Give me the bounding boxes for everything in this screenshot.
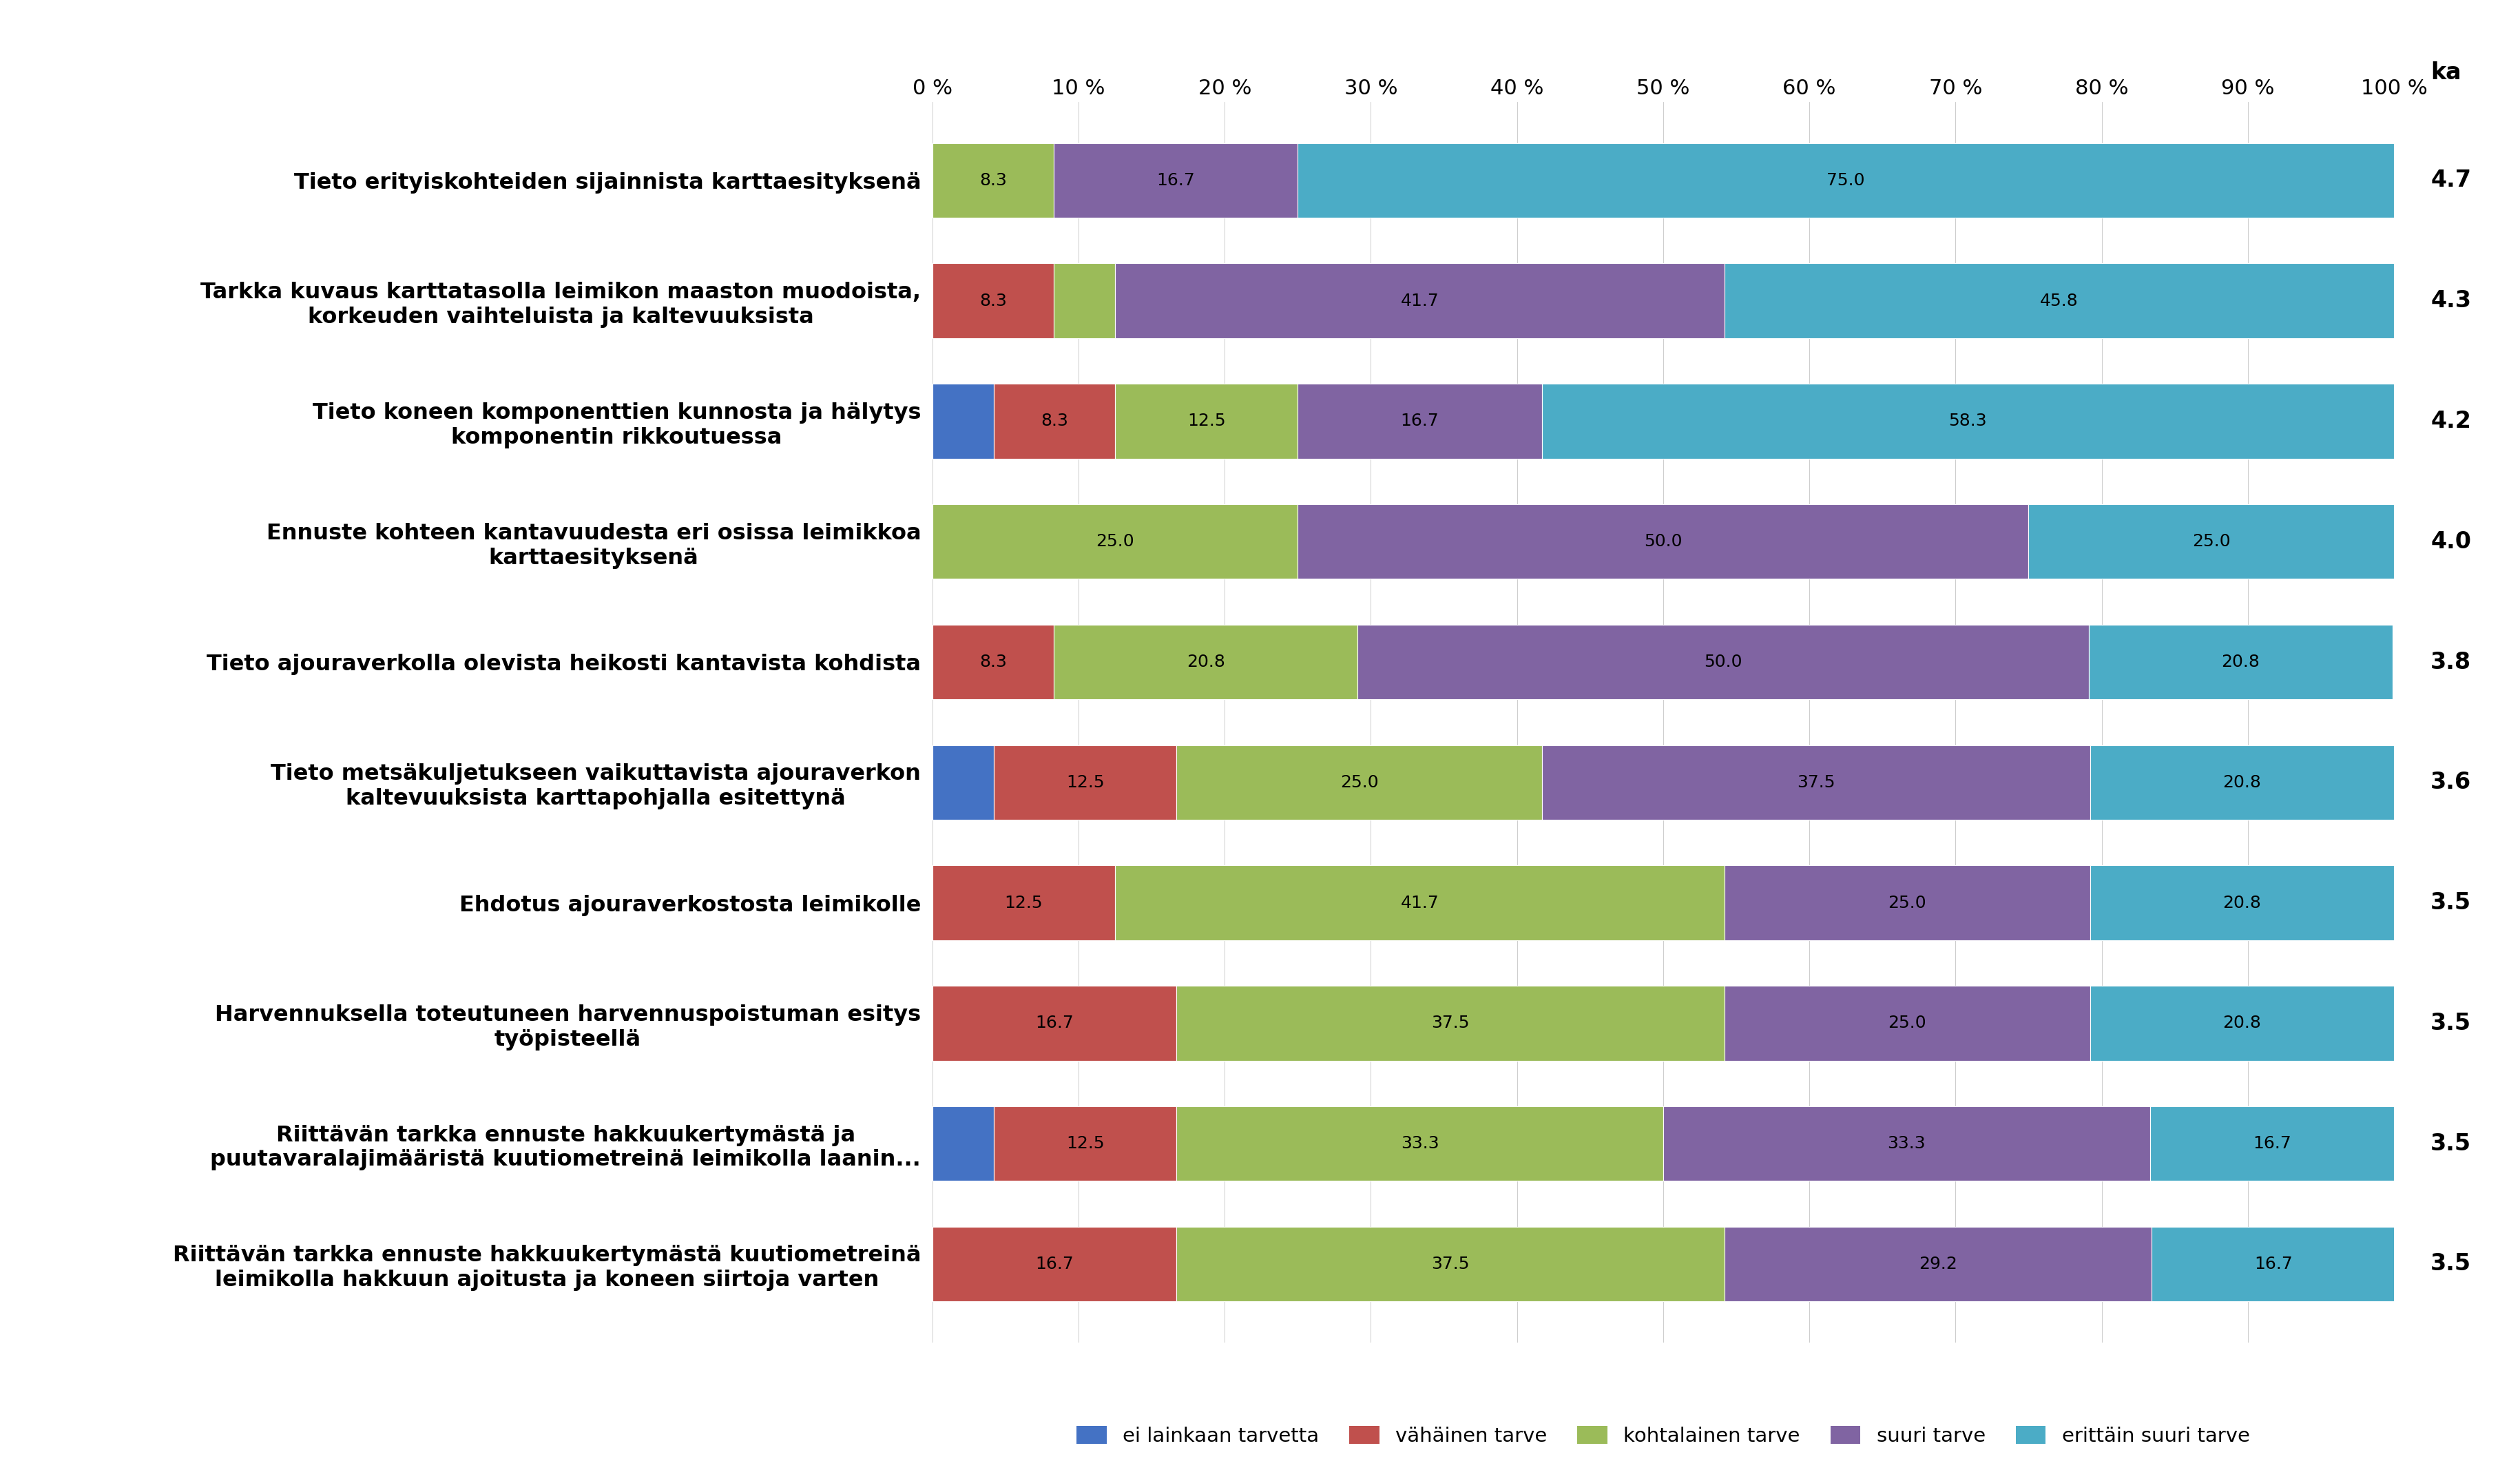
Bar bbox=[1053, 143, 1298, 217]
Bar bbox=[993, 1106, 1177, 1180]
Text: 8.3: 8.3 bbox=[1041, 413, 1068, 429]
Bar bbox=[932, 865, 1114, 940]
Bar bbox=[932, 986, 1177, 1061]
Text: 3.6: 3.6 bbox=[2429, 770, 2472, 794]
Text: 16.7: 16.7 bbox=[1401, 413, 1439, 429]
Bar bbox=[1724, 264, 2394, 338]
Bar bbox=[932, 143, 1053, 217]
Text: 58.3: 58.3 bbox=[1948, 413, 1988, 429]
Text: 12.5: 12.5 bbox=[1005, 894, 1043, 910]
Bar bbox=[993, 384, 1116, 458]
Bar bbox=[1298, 505, 2029, 579]
Text: 41.7: 41.7 bbox=[1401, 292, 1439, 309]
Text: 3.5: 3.5 bbox=[2429, 1253, 2472, 1275]
Bar bbox=[1298, 143, 2394, 217]
Text: 4.2: 4.2 bbox=[2429, 410, 2472, 432]
Bar bbox=[932, 1106, 993, 1180]
Bar bbox=[2029, 505, 2394, 579]
Text: 20.8: 20.8 bbox=[1187, 654, 1225, 670]
Text: 4.3: 4.3 bbox=[2429, 289, 2472, 312]
Bar bbox=[1053, 624, 1358, 699]
Bar bbox=[932, 264, 1053, 338]
Text: 25.0: 25.0 bbox=[2192, 534, 2230, 550]
Text: 37.5: 37.5 bbox=[1431, 1015, 1469, 1032]
Bar bbox=[1542, 746, 2089, 820]
Bar bbox=[2089, 624, 2391, 699]
Text: 20.8: 20.8 bbox=[2223, 894, 2260, 910]
Bar bbox=[1177, 1227, 1724, 1301]
Bar bbox=[1114, 865, 1724, 940]
Text: 20.8: 20.8 bbox=[2220, 654, 2260, 670]
Text: 16.7: 16.7 bbox=[1036, 1256, 1074, 1272]
Bar bbox=[1663, 1106, 2150, 1180]
Text: 25.0: 25.0 bbox=[1096, 534, 1134, 550]
Bar bbox=[1542, 384, 2394, 458]
Bar bbox=[2089, 986, 2394, 1061]
Bar bbox=[2089, 865, 2394, 940]
Bar bbox=[1358, 624, 2089, 699]
Text: 37.5: 37.5 bbox=[1431, 1256, 1469, 1272]
Text: 16.7: 16.7 bbox=[2255, 1256, 2293, 1272]
Bar bbox=[932, 505, 1298, 579]
Text: 12.5: 12.5 bbox=[1187, 413, 1225, 429]
Bar bbox=[2089, 746, 2394, 820]
Text: 41.7: 41.7 bbox=[1401, 894, 1439, 910]
Text: 3.8: 3.8 bbox=[2429, 651, 2472, 674]
Text: 37.5: 37.5 bbox=[1797, 775, 1835, 791]
Text: 12.5: 12.5 bbox=[1066, 1135, 1104, 1153]
Bar bbox=[1177, 1106, 1663, 1180]
Bar bbox=[1724, 865, 2089, 940]
Text: 16.7: 16.7 bbox=[1036, 1015, 1074, 1032]
Text: 4.7: 4.7 bbox=[2429, 169, 2472, 191]
Bar bbox=[932, 1227, 1177, 1301]
Text: 25.0: 25.0 bbox=[1887, 1015, 1925, 1032]
Bar bbox=[1724, 1227, 2152, 1301]
Text: ka: ka bbox=[2429, 61, 2462, 85]
Bar bbox=[1114, 264, 1724, 338]
Legend: ei lainkaan tarvetta, vähäinen tarve, kohtalainen tarve, suuri tarve, erittäin s: ei lainkaan tarvetta, vähäinen tarve, ko… bbox=[1066, 1417, 2260, 1456]
Bar bbox=[1177, 986, 1724, 1061]
Bar bbox=[1177, 746, 1542, 820]
Bar bbox=[1053, 264, 1114, 338]
Bar bbox=[932, 624, 1053, 699]
Text: 25.0: 25.0 bbox=[1887, 894, 1925, 910]
Text: 50.0: 50.0 bbox=[1643, 534, 1683, 550]
Text: 3.5: 3.5 bbox=[2429, 891, 2472, 915]
Text: 33.3: 33.3 bbox=[1887, 1135, 1925, 1153]
Text: 8.3: 8.3 bbox=[980, 292, 1008, 309]
Text: 25.0: 25.0 bbox=[1341, 775, 1378, 791]
Bar bbox=[2150, 1106, 2394, 1180]
Text: 20.8: 20.8 bbox=[2223, 775, 2260, 791]
Text: 12.5: 12.5 bbox=[1066, 775, 1104, 791]
Bar bbox=[1298, 384, 1542, 458]
Text: 8.3: 8.3 bbox=[980, 172, 1008, 188]
Bar bbox=[993, 746, 1177, 820]
Text: 20.8: 20.8 bbox=[2223, 1015, 2260, 1032]
Text: 3.5: 3.5 bbox=[2429, 1132, 2472, 1156]
Bar bbox=[1724, 986, 2089, 1061]
Text: 75.0: 75.0 bbox=[1827, 172, 1865, 188]
Text: 4.0: 4.0 bbox=[2429, 530, 2472, 553]
Bar bbox=[2152, 1227, 2397, 1301]
Text: 29.2: 29.2 bbox=[1918, 1256, 1958, 1272]
Bar bbox=[932, 746, 993, 820]
Text: 8.3: 8.3 bbox=[980, 654, 1008, 670]
Bar bbox=[1114, 384, 1298, 458]
Bar bbox=[932, 384, 993, 458]
Text: 16.7: 16.7 bbox=[1157, 172, 1194, 188]
Text: 50.0: 50.0 bbox=[1704, 654, 1741, 670]
Text: 33.3: 33.3 bbox=[1401, 1135, 1439, 1153]
Text: 45.8: 45.8 bbox=[2041, 292, 2079, 309]
Text: 3.5: 3.5 bbox=[2429, 1013, 2472, 1034]
Text: 16.7: 16.7 bbox=[2253, 1135, 2291, 1153]
